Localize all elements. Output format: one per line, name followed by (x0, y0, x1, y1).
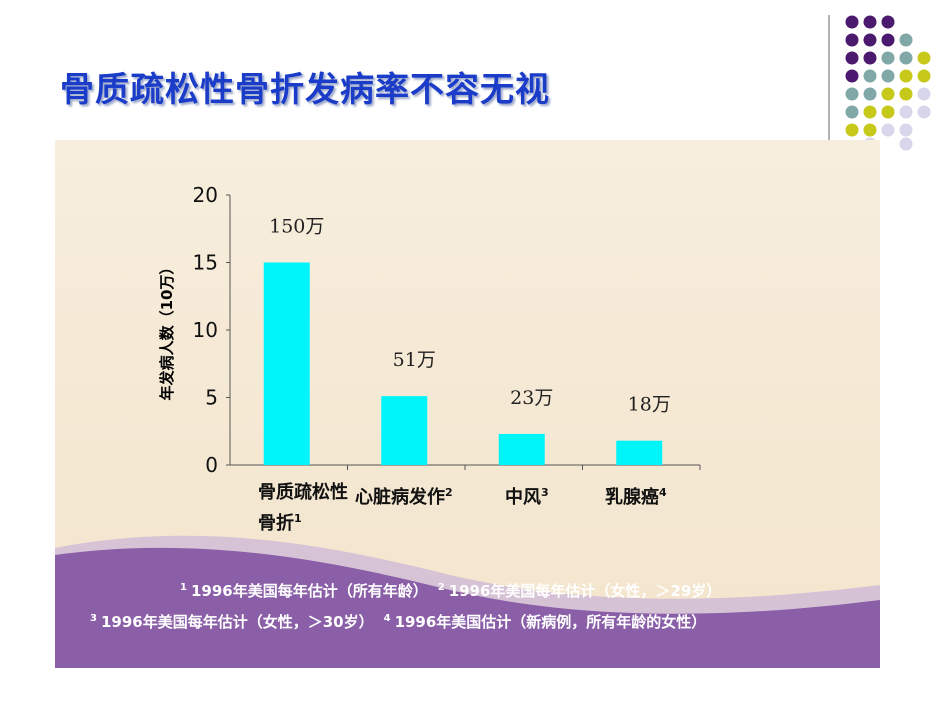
dot (917, 87, 931, 101)
category-ref: 3 (541, 486, 549, 499)
slide-title: 骨质疏松性骨折发病率不容无视 (60, 70, 550, 110)
footnote-ref: 2 (437, 582, 445, 593)
dot (881, 15, 895, 29)
dot (881, 69, 895, 83)
dot (845, 123, 859, 137)
footnote-text: 1996年美国每年估计（所有年龄） (190, 582, 428, 600)
footnote-text: 1996年美国每年估计（女性，＞30岁） (100, 613, 374, 631)
footnote-ref: 4 (383, 613, 391, 624)
y-tick-label: 5 (205, 386, 218, 410)
category-name: 中风 (505, 487, 541, 508)
dot (899, 105, 913, 119)
dot (881, 51, 895, 65)
wave (55, 547, 880, 668)
bar (381, 396, 428, 465)
dot (899, 137, 913, 151)
footnote-line: 1 1996年美国每年估计（所有年龄） 2 1996年美国每年估计（女性，＞29岁） (180, 580, 731, 601)
dot (917, 51, 931, 65)
x-tick-label: 乳腺癌4 (605, 480, 705, 511)
dot (845, 33, 859, 47)
x-tick-label: 骨质疏松性骨折1 (258, 480, 358, 537)
decoration-dots (845, 15, 931, 151)
dot (863, 105, 877, 119)
footnote-ref: 1 (180, 582, 187, 593)
dot (845, 87, 859, 101)
bar (263, 262, 310, 465)
category-name: 乳腺癌 (605, 487, 659, 508)
dot (845, 105, 859, 119)
dot (863, 15, 877, 29)
dot (845, 51, 859, 65)
dot (917, 105, 931, 119)
dot (899, 51, 913, 65)
dot (845, 69, 859, 83)
dot (863, 123, 877, 137)
dot (845, 15, 859, 29)
dot (899, 123, 913, 137)
y-tick-label: 0 (205, 453, 218, 477)
y-axis-label: 年发病人数（10万） (158, 260, 176, 401)
footnote-text: 1996年美国每年估计（女性，＞29岁） (448, 582, 722, 600)
y-tick-label: 15 (193, 251, 218, 275)
x-tick-label: 心脏病发作2 (355, 480, 485, 511)
dot (899, 69, 913, 83)
dot (899, 33, 913, 47)
dot (899, 87, 913, 101)
x-tick-label: 中风3 (505, 480, 585, 511)
dot (863, 51, 877, 65)
dot (881, 87, 895, 101)
y-tick-label: 10 (193, 318, 218, 342)
value-label: 23万 (510, 387, 553, 409)
bar (498, 433, 545, 465)
footnote-line: 3 1996年美国每年估计（女性，＞30岁） 4 1996年美国估计（新病例，所有年龄… (90, 611, 716, 632)
dot (863, 87, 877, 101)
y-tick-label: 20 (193, 183, 218, 207)
bar (616, 440, 663, 465)
dot (881, 33, 895, 47)
footnote-ref: 3 (90, 613, 97, 624)
value-label: 18万 (628, 394, 671, 416)
category-ref: 2 (445, 486, 453, 499)
dot (863, 69, 877, 83)
value-label: 51万 (393, 349, 436, 371)
category-ref: 1 (294, 512, 302, 525)
footnote-text: 1996年美国估计（新病例，所有年龄的女性） (394, 613, 707, 631)
dot (863, 33, 877, 47)
dot (881, 105, 895, 119)
category-name: 心脏病发作 (355, 487, 445, 508)
dot (917, 69, 931, 83)
value-label: 150万 (269, 216, 324, 238)
category-ref: 4 (659, 486, 667, 499)
category-name: 骨质疏松性骨折 (258, 482, 348, 534)
dot (881, 123, 895, 137)
